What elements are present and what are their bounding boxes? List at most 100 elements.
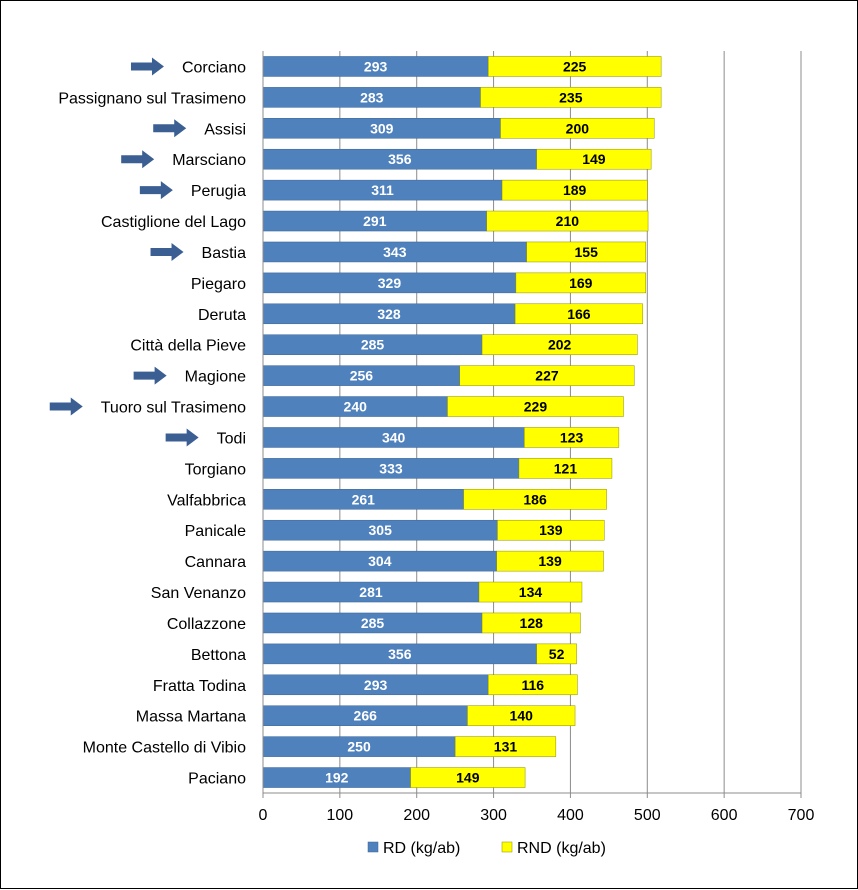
data-label-rd: 266: [354, 708, 378, 724]
data-label-rnd: 227: [535, 368, 559, 384]
data-label-rd: 283: [360, 89, 384, 105]
bar-rnd: [410, 767, 526, 788]
legend-swatch-rd: [367, 841, 379, 853]
data-label-rd: 281: [359, 584, 383, 600]
data-label-rd: 305: [369, 522, 393, 538]
data-label-rnd: 128: [520, 615, 544, 631]
data-label-rnd: 229: [524, 399, 548, 415]
arrow-icon: [49, 397, 83, 416]
category-label: Bettona: [191, 647, 246, 664]
category-label: Assisi: [204, 121, 246, 138]
bar-rnd: [497, 519, 605, 541]
data-label-rnd: 139: [539, 522, 563, 538]
x-tick-label: 0: [259, 807, 268, 824]
category-label: Deruta: [198, 307, 246, 324]
data-label-rd: 285: [361, 337, 385, 353]
bar-rnd: [487, 674, 578, 696]
category-label: Tuoro sul Trasimeno: [101, 400, 246, 417]
data-label-rnd: 210: [556, 213, 580, 229]
x-axis: 0 100 200 300 400 500 600 700: [259, 51, 815, 824]
x-tick-label: 100: [327, 807, 354, 824]
category-label: Bastia: [202, 245, 247, 262]
category-label: Castiglione del Lago: [101, 214, 246, 231]
data-label-rnd: 116: [521, 677, 544, 693]
data-label-rd: 356: [388, 151, 412, 167]
arrow-icon: [139, 181, 173, 200]
x-tick-label: 700: [788, 807, 815, 824]
data-label-rd: 328: [377, 306, 401, 322]
category-labels: Corciano Passignano sul Trasimeno Assisi Ma…: [58, 59, 246, 787]
bars: 293 225 283 235 309 200 356 149 311 189 291 210 343 1…: [262, 56, 662, 788]
data-label-rnd: 200: [566, 120, 590, 136]
category-label: Todi: [217, 430, 246, 447]
data-label-rnd: 155: [575, 244, 599, 260]
data-label-rnd: 235: [559, 89, 583, 105]
data-label-rnd: 169: [569, 275, 593, 291]
data-label-rd: 240: [344, 399, 368, 415]
category-label: Magione: [185, 369, 246, 386]
x-tick-label: 200: [403, 807, 430, 824]
data-label-rnd: 134: [519, 584, 543, 600]
bar-rnd: [496, 550, 604, 572]
bar-rnd: [526, 241, 646, 263]
data-label-rnd: 139: [538, 553, 562, 569]
category-label: Piegaro: [191, 276, 246, 293]
data-label-rd: 311: [371, 182, 394, 198]
x-tick-label: 300: [480, 807, 507, 824]
data-label-rnd: 186: [523, 491, 547, 507]
data-label-rnd: 225: [563, 58, 587, 74]
data-label-rd: 343: [383, 244, 407, 260]
category-label: Monte Castello di Vibio: [83, 740, 246, 757]
bar-rnd: [480, 87, 662, 108]
category-label: San Venanzo: [151, 585, 246, 602]
data-label-rd: 356: [388, 646, 412, 662]
bar-rnd: [481, 612, 581, 634]
bar-rnd: [536, 643, 577, 665]
bar-rnd: [454, 736, 557, 757]
bar-rnd: [467, 705, 576, 726]
data-label-rnd: 121: [554, 460, 578, 476]
data-label-rnd: 52: [549, 646, 565, 662]
category-label: Massa Martana: [136, 709, 246, 726]
category-label: Collazzone: [167, 616, 246, 633]
category-label: Città della Pieve: [130, 338, 246, 355]
data-label-rd: 261: [352, 491, 376, 507]
data-label-rnd: 140: [510, 708, 534, 724]
bar-rnd: [515, 272, 646, 294]
data-label-rd: 192: [325, 770, 349, 786]
data-label-rd: 340: [382, 429, 406, 445]
category-label: Passignano sul Trasimeno: [58, 90, 246, 107]
data-label-rd: 291: [363, 213, 387, 229]
bar-rnd: [486, 210, 649, 232]
data-label-rd: 293: [364, 677, 388, 693]
legend-swatch-rnd: [501, 841, 513, 853]
bar-rnd: [536, 148, 652, 170]
arrow-icon: [153, 119, 187, 138]
data-label-rd: 250: [347, 739, 371, 755]
bar-rnd: [487, 56, 662, 77]
arrow-icon: [150, 242, 184, 261]
data-label-rd: 256: [350, 368, 374, 384]
data-label-rnd: 189: [563, 182, 587, 198]
x-tick-label: 400: [557, 807, 584, 824]
data-label-rnd: 149: [456, 770, 480, 786]
category-label: Fratta Todina: [153, 678, 246, 695]
legend-label-rd: RD (kg/ab): [383, 840, 460, 857]
highlight-arrows: [49, 57, 199, 447]
bar-rnd: [459, 365, 635, 386]
arrow-icon: [121, 150, 155, 169]
data-label-rd: 304: [368, 553, 392, 569]
data-label-rd: 329: [378, 275, 402, 291]
legend: RD (kg/ab) RND (kg/ab): [367, 840, 606, 857]
category-label: Panicale: [185, 523, 246, 540]
bar-rnd: [447, 396, 624, 417]
data-label-rnd: 123: [560, 429, 584, 445]
category-label: Marsciano: [172, 152, 246, 169]
data-label-rnd: 202: [548, 337, 572, 353]
arrow-icon: [165, 428, 199, 447]
bar-rnd: [463, 489, 607, 510]
x-tick-label: 500: [634, 807, 661, 824]
bar-rnd: [501, 179, 648, 201]
